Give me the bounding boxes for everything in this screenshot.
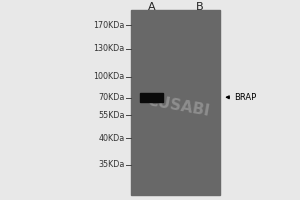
Text: 35KDa: 35KDa [98,160,124,169]
Text: A: A [148,2,155,12]
Text: 100KDa: 100KDa [93,72,124,81]
Text: 170KDa: 170KDa [93,21,124,30]
Text: 40KDa: 40KDa [98,134,124,143]
Text: B: B [196,2,203,12]
Bar [140,93,163,102]
Bar [130,10,220,195]
Text: BRAP: BRAP [234,93,256,102]
Text: 70KDa: 70KDa [98,93,124,102]
Text: 55KDa: 55KDa [98,111,124,120]
Text: 130KDa: 130KDa [93,44,124,53]
Text: CUSABI: CUSABI [146,94,211,119]
